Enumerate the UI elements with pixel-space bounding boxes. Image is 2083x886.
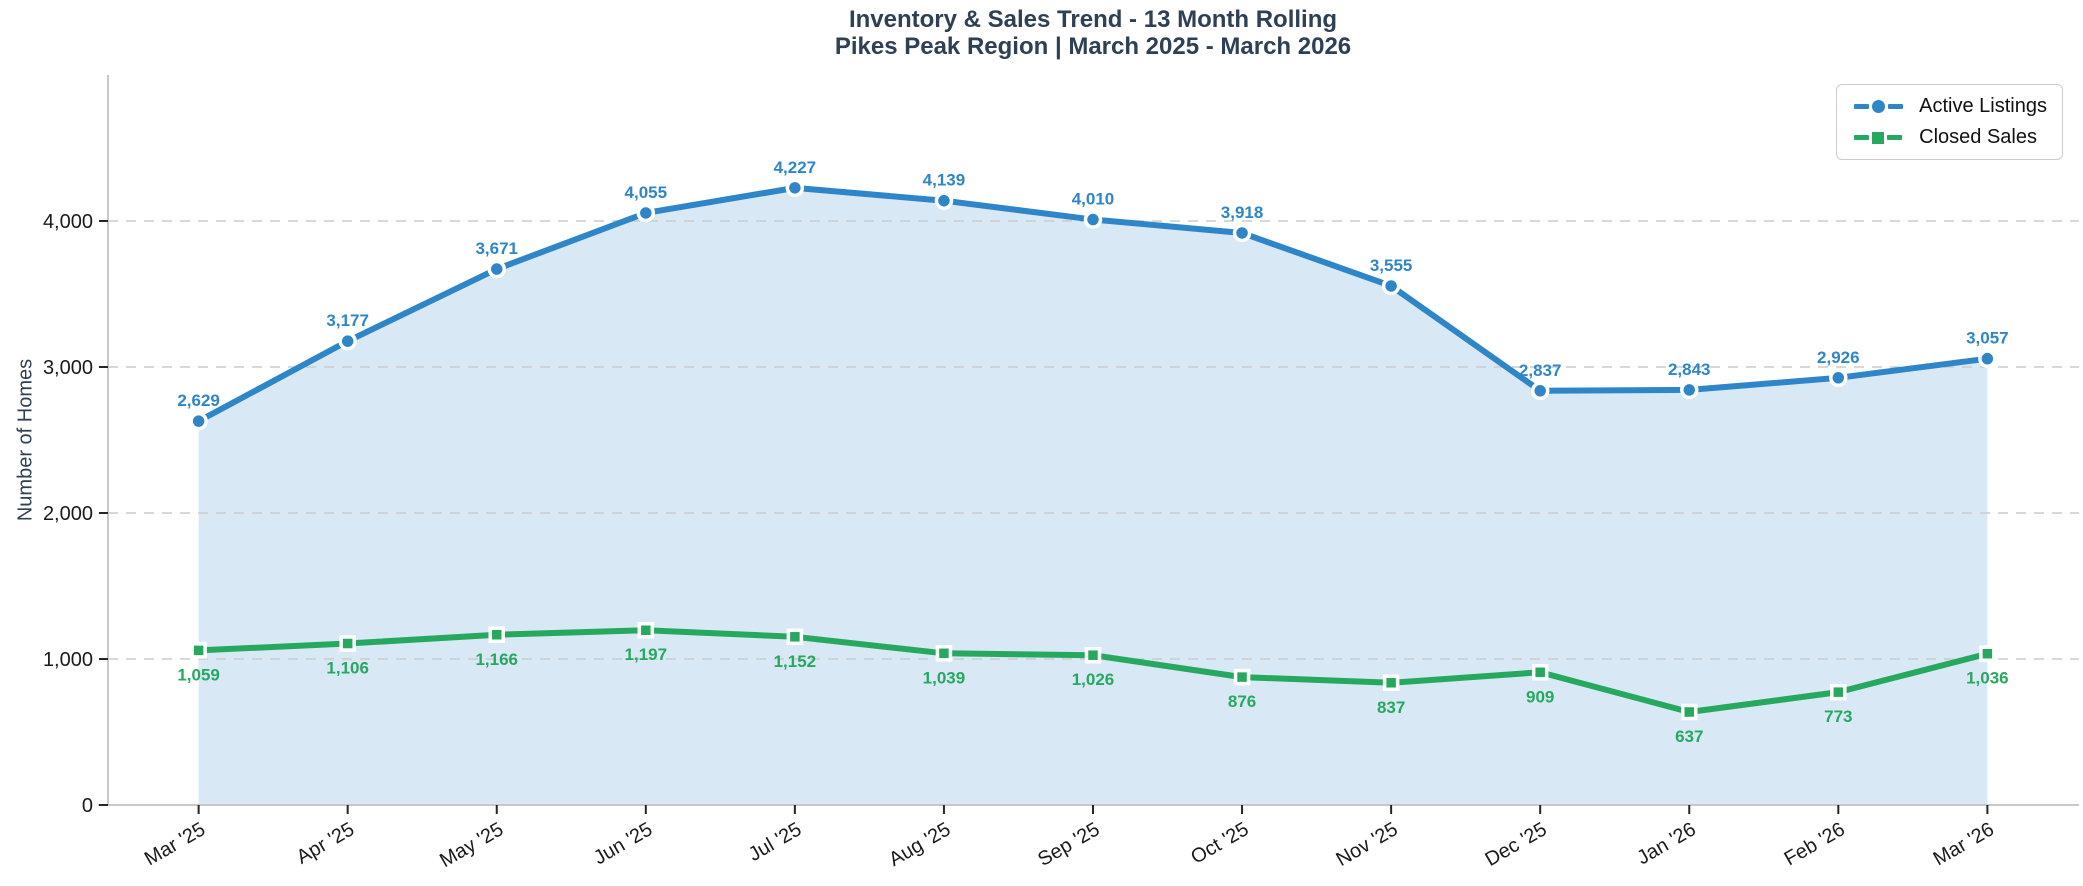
- legend: Active Listings Closed Sales: [1836, 84, 2063, 160]
- active-listings-point: [1530, 381, 1550, 401]
- active-listings-point: [1680, 380, 1699, 400]
- closed-sales-point: [488, 626, 505, 644]
- x-tick-label: May '25: [436, 818, 507, 872]
- active-listings-value-label: 2,629: [177, 391, 220, 410]
- active-listings-value-label: 4,139: [923, 171, 966, 190]
- y-tick-label: 2,000: [43, 503, 93, 525]
- active-listings-value-label: 3,057: [1966, 329, 2009, 348]
- closed-sales-point: [1531, 664, 1549, 681]
- legend-label-active-listings: Active Listings: [1919, 95, 2047, 117]
- y-tick-label: 4,000: [43, 211, 93, 233]
- active-listings-value-label: 3,671: [475, 239, 518, 258]
- closed-sales-point: [786, 628, 804, 646]
- closed-sales-point: [1382, 674, 1400, 692]
- active-listings-point: [934, 191, 954, 210]
- closed-sales-value-label: 837: [1377, 698, 1405, 717]
- closed-sales-point: [190, 642, 207, 659]
- x-tick-label: Apr '25: [293, 818, 358, 868]
- closed-sales-value-label: 1,152: [774, 652, 817, 671]
- y-axis-label: Number of Homes: [14, 358, 37, 522]
- active-listings-value-label: 3,918: [1221, 203, 1264, 222]
- active-listings-value-label: 2,837: [1519, 361, 1562, 380]
- closed-sales-point: [1681, 703, 1698, 721]
- closed-sales-point: [637, 621, 655, 639]
- active-listings-value-label: 4,227: [774, 158, 817, 177]
- active-listings-point: [1232, 223, 1252, 243]
- closed-sales-point: [1084, 646, 1102, 664]
- closed-sales-value-label: 637: [1675, 727, 1703, 746]
- active-listings-value-label: 3,177: [326, 311, 369, 330]
- active-listings-value-label: 4,055: [625, 183, 668, 202]
- closed-sales-point: [935, 645, 953, 662]
- closed-sales-value-label: 1,036: [1966, 669, 2009, 688]
- y-tick-label: 0: [82, 795, 93, 817]
- active-listings-point: [1829, 368, 1848, 388]
- active-listings-line-marker-icon: [1849, 100, 1907, 113]
- closed-sales-line-marker-icon: [1849, 131, 1907, 144]
- active-listings-value-label: 3,555: [1370, 256, 1413, 275]
- legend-label-closed-sales: Closed Sales: [1919, 126, 2037, 148]
- closed-sales-value-label: 876: [1228, 692, 1256, 711]
- closed-sales-value-label: 1,039: [923, 668, 966, 687]
- chart-title: Inventory & Sales Trend - 13 Month Rolli…: [108, 6, 2078, 60]
- x-tick-label: Aug '25: [885, 818, 954, 871]
- closed-sales-point: [1233, 668, 1251, 686]
- closed-sales-point: [1979, 645, 1996, 662]
- closed-sales-value-label: 773: [1824, 707, 1852, 726]
- x-tick-label: Feb '26: [1781, 818, 1849, 870]
- active-listings-point: [189, 411, 208, 431]
- closed-sales-value-label: 1,106: [326, 659, 369, 678]
- chart-title-line2: Pikes Peak Region | March 2025 - March 2…: [834, 33, 1352, 60]
- closed-sales-value-label: 1,026: [1072, 670, 1115, 689]
- x-tick-label: Jul '25: [745, 818, 806, 866]
- y-tick-label: 3,000: [43, 357, 93, 379]
- active-listings-value-label: 4,010: [1072, 190, 1115, 209]
- active-listings-point: [636, 203, 656, 223]
- active-listings-area-fill: [198, 187, 1988, 805]
- closed-sales-point: [1830, 683, 1847, 701]
- y-tick-label: 1,000: [43, 649, 93, 671]
- x-tick-label: Oct '25: [1187, 818, 1252, 868]
- x-tick-label: Mar '25: [141, 818, 209, 870]
- x-tick-label: Nov '25: [1332, 818, 1401, 871]
- x-tick-label: Jan '26: [1633, 818, 1699, 869]
- active-listings-point: [1381, 276, 1401, 296]
- closed-sales-value-label: 1,059: [177, 665, 220, 684]
- active-listings-point: [338, 331, 357, 351]
- chart-title-line1: Inventory & Sales Trend - 13 Month Rolli…: [848, 6, 1338, 33]
- x-tick-label: Mar '26: [1930, 818, 1998, 870]
- active-listings-value-label: 2,843: [1668, 360, 1711, 379]
- active-listings-value-label: 2,926: [1817, 348, 1860, 367]
- active-listings-point: [1083, 210, 1103, 229]
- active-listings-point: [785, 178, 805, 198]
- closed-sales-value-label: 909: [1526, 687, 1554, 706]
- closed-sales-value-label: 1,197: [625, 645, 668, 664]
- legend-item-active-listings: Active Listings: [1849, 95, 2047, 118]
- x-tick-label: Sep '25: [1034, 818, 1103, 871]
- closed-sales-point: [339, 635, 356, 652]
- legend-item-closed-sales: Closed Sales: [1849, 126, 2047, 149]
- closed-sales-value-label: 1,166: [475, 650, 518, 669]
- x-tick-label: Dec '25: [1482, 818, 1551, 871]
- x-tick-label: Jun '25: [590, 818, 656, 869]
- active-listings-point: [487, 259, 506, 279]
- active-listings-point: [1978, 349, 1997, 368]
